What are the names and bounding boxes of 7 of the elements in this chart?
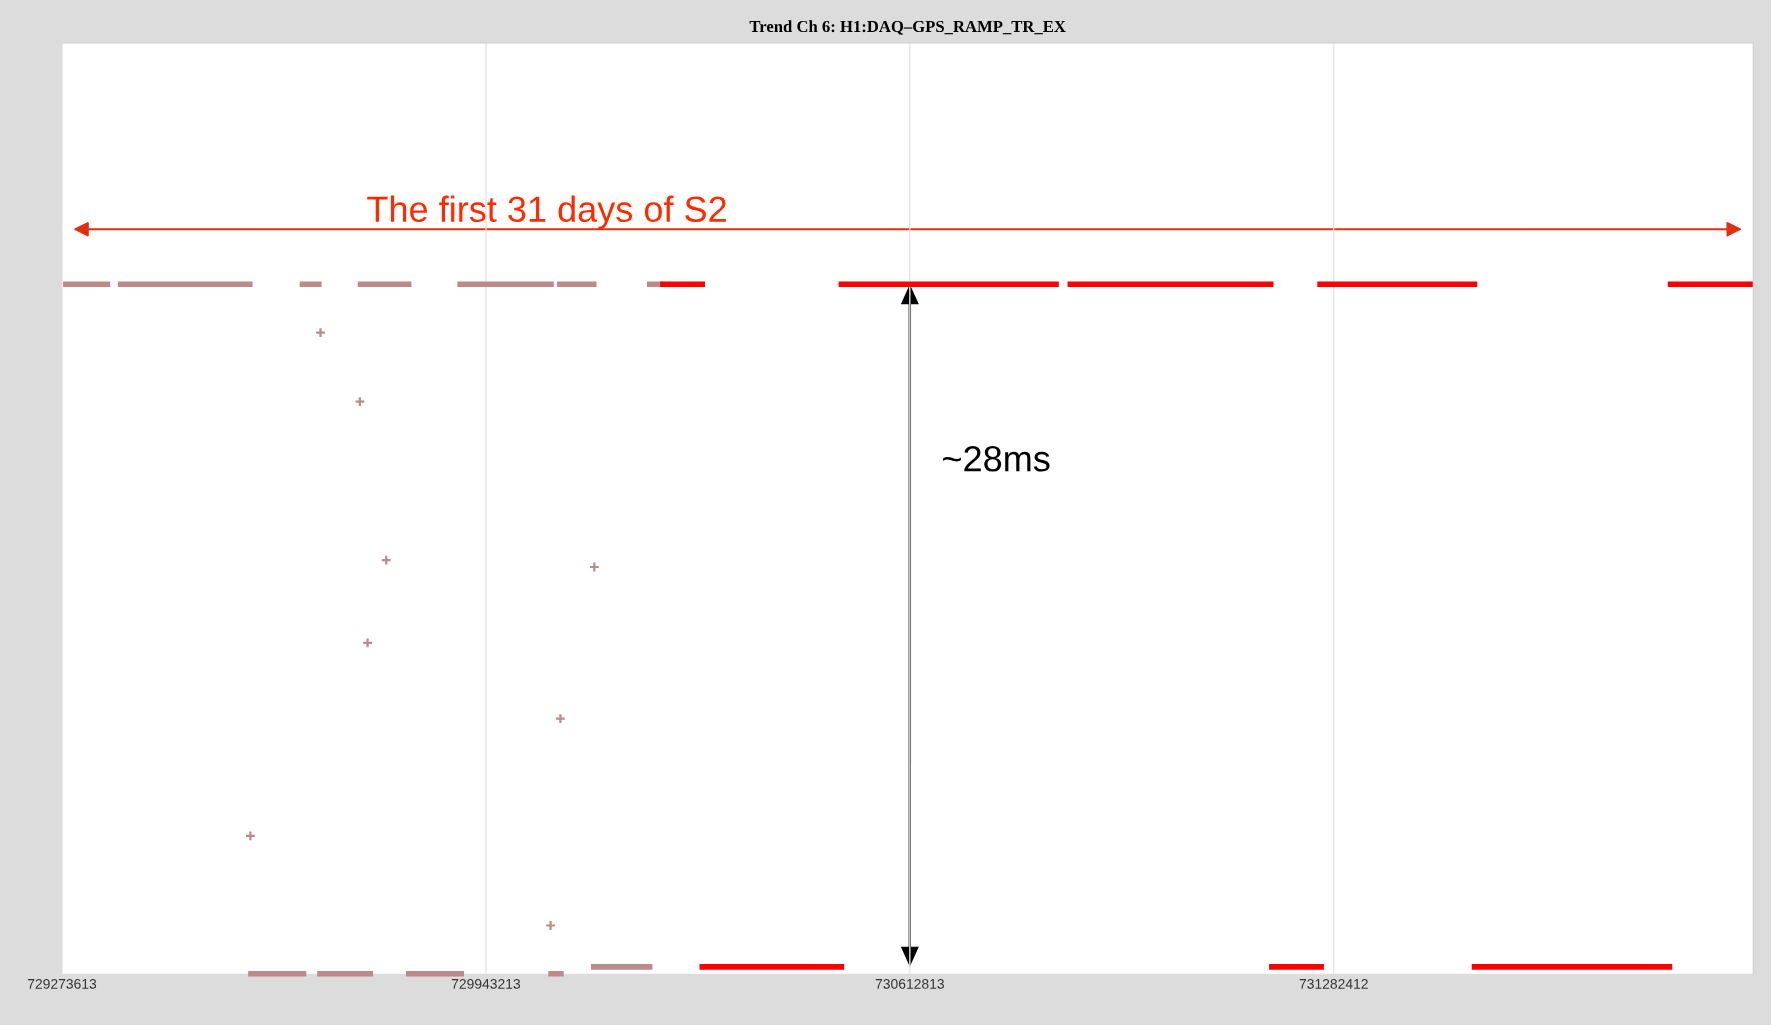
x-tick-label: 730612813 bbox=[875, 978, 944, 989]
x-tick-label: 729273613 bbox=[27, 978, 97, 989]
x-tick-label: 729943213 bbox=[451, 978, 521, 989]
x-tick-label: 731282412 bbox=[1299, 978, 1368, 989]
chart-title: Trend Ch 6: H1:DAQ–GPS_RAMP_TR_EX bbox=[749, 20, 1066, 35]
annotation: ~28ms bbox=[943, 445, 1050, 472]
text: The first 31 days of S2 bbox=[367, 195, 726, 230]
